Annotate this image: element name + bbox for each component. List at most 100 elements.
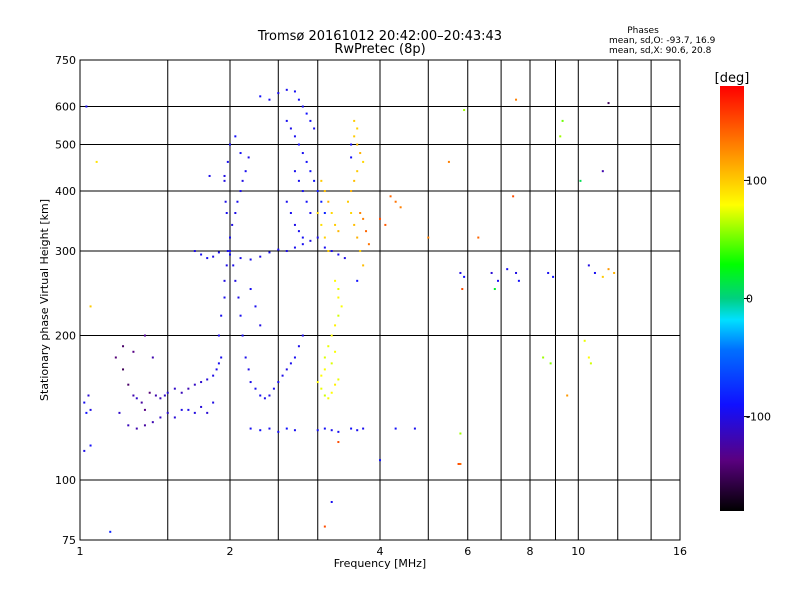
colorbar-tick-label-0: 100 xyxy=(746,174,767,187)
data-point xyxy=(254,387,257,390)
data-point xyxy=(272,387,275,390)
data-point xyxy=(323,246,326,249)
data-point xyxy=(180,408,183,411)
legend-line-x: mean, sd,X: 90.6, 20.8 xyxy=(609,46,712,56)
data-point xyxy=(297,345,300,348)
data-point xyxy=(330,212,333,215)
data-point xyxy=(293,429,296,432)
data-point xyxy=(350,427,353,430)
data-point xyxy=(334,279,337,282)
data-point xyxy=(293,223,296,226)
data-point xyxy=(309,212,312,215)
data-point xyxy=(327,250,330,253)
data-point xyxy=(305,160,308,163)
data-point xyxy=(89,444,92,447)
data-point xyxy=(159,416,162,419)
data-point xyxy=(143,408,146,411)
data-point xyxy=(399,206,402,209)
data-point xyxy=(337,378,340,381)
data-point xyxy=(249,427,252,430)
data-point xyxy=(301,334,304,337)
data-point xyxy=(109,530,112,533)
data-point xyxy=(289,212,292,215)
data-point xyxy=(512,195,515,198)
data-point xyxy=(320,387,323,390)
data-point xyxy=(362,160,365,163)
data-point xyxy=(140,401,143,404)
data-point xyxy=(323,394,326,397)
data-point xyxy=(515,98,518,101)
data-point xyxy=(330,250,333,253)
data-point xyxy=(206,257,209,260)
data-point xyxy=(337,441,340,444)
data-point xyxy=(220,314,223,317)
data-point xyxy=(362,264,365,267)
data-point xyxy=(166,391,169,394)
data-point xyxy=(330,362,333,365)
data-point xyxy=(173,387,176,390)
data-point xyxy=(268,394,271,397)
data-point xyxy=(166,411,169,414)
data-point xyxy=(234,212,237,215)
x-tick-label-6: 16 xyxy=(673,545,687,558)
data-point xyxy=(413,427,416,430)
data-point xyxy=(337,288,340,291)
x-axis-ticks: 1 2 4 6 8 10 16 xyxy=(77,545,688,558)
data-point xyxy=(337,253,340,256)
data-point xyxy=(517,279,520,282)
data-point xyxy=(259,255,262,258)
data-point xyxy=(323,212,326,215)
data-point xyxy=(457,462,460,465)
data-point xyxy=(95,160,98,163)
y-tick-label-7: 750 xyxy=(55,54,76,67)
data-point xyxy=(268,251,271,254)
data-point xyxy=(309,119,312,122)
data-point xyxy=(180,391,183,394)
data-point xyxy=(229,143,231,146)
data-point xyxy=(200,405,203,408)
data-point xyxy=(490,271,493,274)
data-point xyxy=(365,230,368,233)
data-point xyxy=(353,135,356,138)
data-point xyxy=(334,324,337,327)
data-point xyxy=(277,381,280,384)
data-point xyxy=(236,200,239,203)
data-point xyxy=(309,170,312,173)
data-point xyxy=(320,374,323,377)
data-point xyxy=(356,279,359,282)
data-point xyxy=(293,135,296,138)
data-point xyxy=(163,394,166,397)
data-point xyxy=(587,264,590,267)
data-point xyxy=(350,156,353,159)
data-point xyxy=(316,190,319,193)
data-point xyxy=(447,160,450,163)
data-point xyxy=(301,105,304,108)
data-point xyxy=(313,127,316,130)
data-point xyxy=(226,250,229,253)
data-point xyxy=(493,288,496,291)
data-point xyxy=(394,200,397,203)
data-point xyxy=(118,411,121,414)
data-point xyxy=(187,387,190,390)
data-point xyxy=(379,459,381,462)
data-point xyxy=(320,223,323,226)
data-point xyxy=(132,350,135,353)
data-point xyxy=(212,255,215,258)
data-point xyxy=(552,275,555,278)
data-point xyxy=(151,356,154,359)
x-tick-label-3: 6 xyxy=(464,545,471,558)
data-point xyxy=(285,250,288,253)
data-points xyxy=(83,88,616,533)
data-point xyxy=(223,296,226,299)
x-tick-label-1: 2 xyxy=(227,545,234,558)
data-point xyxy=(323,190,326,193)
x-tick-label-5: 10 xyxy=(571,545,585,558)
data-point xyxy=(232,264,235,267)
data-point xyxy=(277,92,280,95)
data-point xyxy=(320,200,323,203)
data-point xyxy=(241,334,244,337)
data-point xyxy=(607,268,610,271)
data-point xyxy=(223,279,226,282)
data-point xyxy=(241,179,244,182)
data-point xyxy=(459,271,462,274)
